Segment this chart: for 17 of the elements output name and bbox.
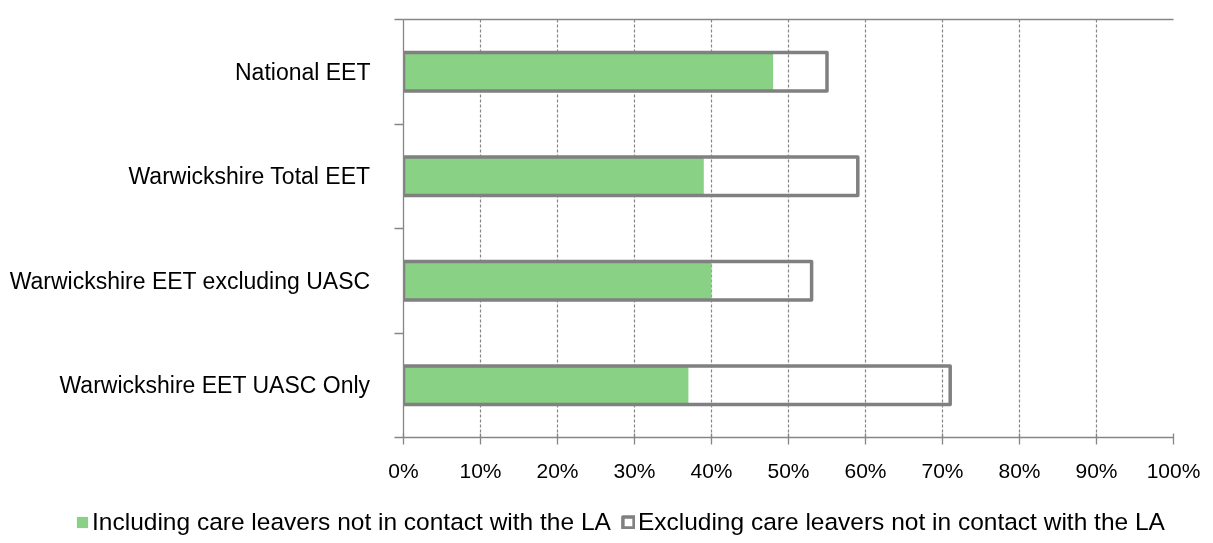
legend-label: Excluding care leavers not in contact with the LA [637, 508, 1165, 536]
x-tick-label: 60% [844, 458, 887, 482]
x-tick-label: 80% [998, 458, 1041, 482]
x-tick-label: 40% [690, 458, 733, 482]
y-tick-label: Warwickshire Total EET [128, 163, 371, 190]
x-tick-label: 50% [767, 458, 810, 482]
x-tick-label: 100% [1146, 458, 1201, 482]
x-tick-label: 70% [921, 458, 964, 482]
y-tick-label: Warwickshire EET UASC Only [59, 372, 371, 399]
legend-label: Including care leavers not in contact with the LA [92, 508, 611, 536]
x-tick-label: 90% [1075, 458, 1118, 482]
y-tick-label: National EET [234, 58, 371, 85]
x-tick-label: 30% [613, 458, 656, 482]
x-tick-label: 0% [388, 458, 419, 482]
y-tick-label: Warwickshire EET excluding UASC [9, 267, 371, 294]
x-tick-label: 20% [536, 458, 579, 482]
x-tick-label: 10% [459, 458, 502, 482]
